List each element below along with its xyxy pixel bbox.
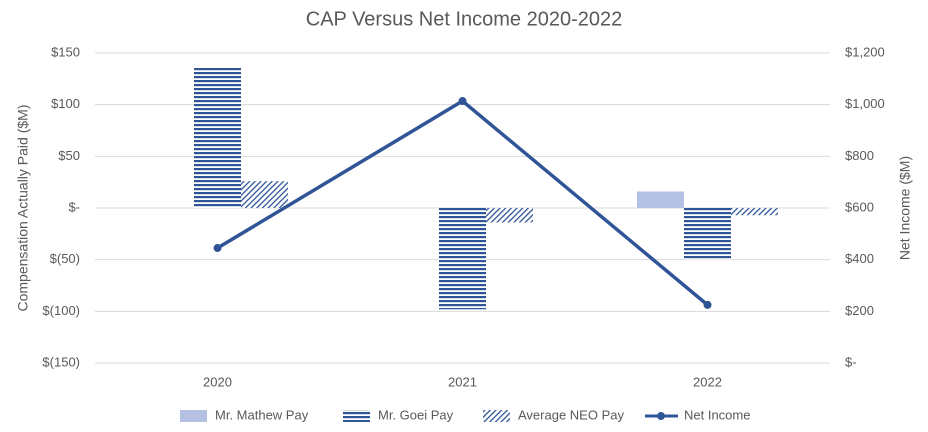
y2-tick-label: $1,000 <box>845 96 885 111</box>
line-marker <box>703 300 712 309</box>
chart-title: CAP Versus Net Income 2020-2022 <box>306 8 622 30</box>
y-axis-title: Compensation Actually Paid ($M) <box>15 105 31 312</box>
legend-swatch <box>343 410 370 422</box>
y2-tick-label: $200 <box>845 303 874 318</box>
y2-tick-label: $800 <box>845 148 874 163</box>
y2-tick-label: $600 <box>845 199 874 214</box>
legend-label: Mr. Goei Pay <box>378 407 454 422</box>
x-tick-label: 2022 <box>693 374 722 389</box>
legend-marker <box>657 412 665 420</box>
y-tick-label: $(150) <box>42 354 80 369</box>
legend-label: Average NEO Pay <box>518 407 624 422</box>
legend-swatch <box>180 410 207 422</box>
legend-swatch <box>483 410 510 422</box>
bar <box>637 191 684 208</box>
bar <box>684 208 731 260</box>
y2-tick-label: $400 <box>845 251 874 266</box>
y2-axis-title: Net Income ($M) <box>897 156 913 260</box>
x-tick-label: 2021 <box>448 374 477 389</box>
y-tick-label: $(100) <box>42 303 80 318</box>
y-tick-label: $- <box>68 199 80 214</box>
line-marker <box>458 97 467 106</box>
bar <box>439 208 486 310</box>
line-marker <box>213 244 222 253</box>
y-tick-label: $(50) <box>50 251 80 266</box>
y-tick-label: $100 <box>51 96 80 111</box>
bar <box>194 67 241 208</box>
legend-label: Net Income <box>684 407 750 422</box>
y-tick-label: $50 <box>58 148 80 163</box>
bar <box>241 181 288 208</box>
bar <box>731 208 778 216</box>
x-tick-label: 2020 <box>203 374 232 389</box>
y-tick-label: $150 <box>51 44 80 59</box>
legend-label: Mr. Mathew Pay <box>215 407 309 422</box>
y2-tick-label: $- <box>845 354 857 369</box>
bar <box>486 208 533 223</box>
y2-tick-label: $1,200 <box>845 44 885 59</box>
